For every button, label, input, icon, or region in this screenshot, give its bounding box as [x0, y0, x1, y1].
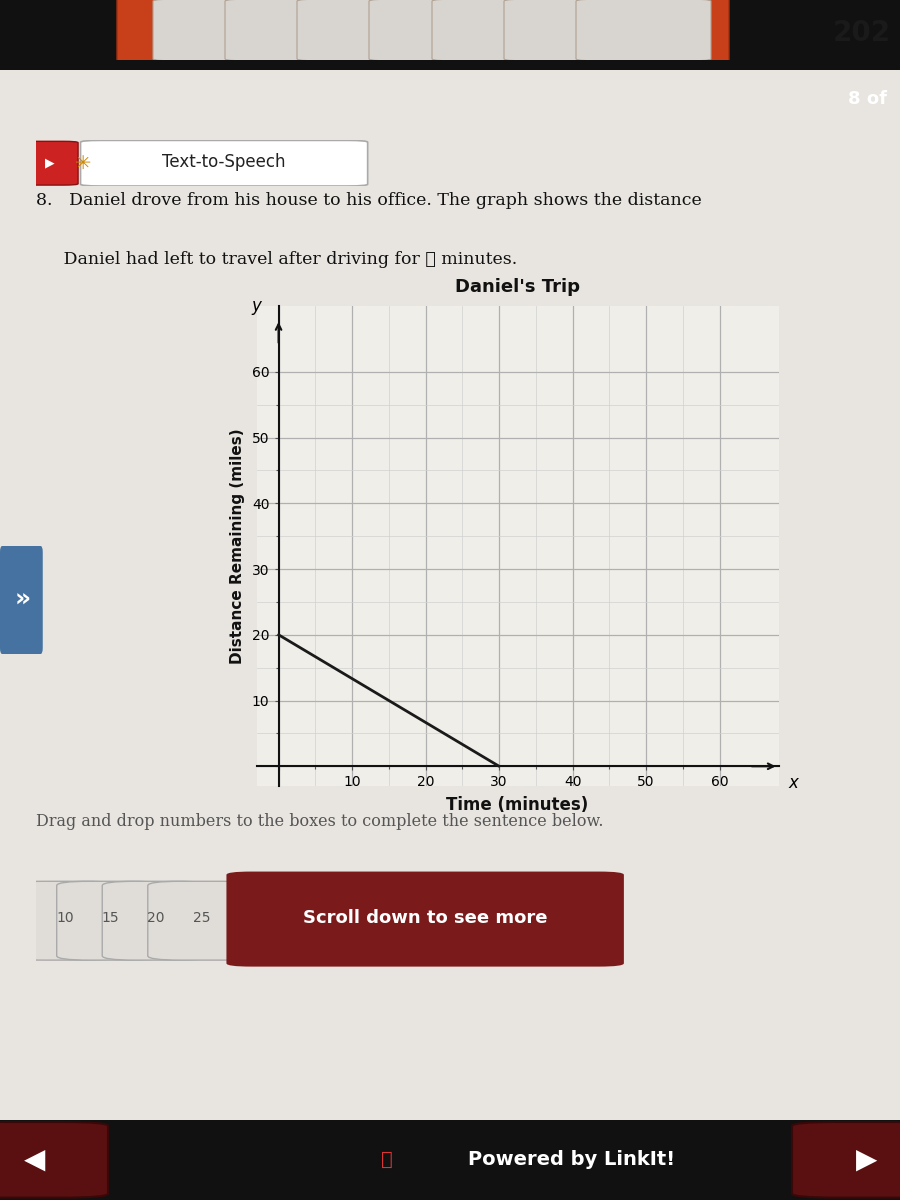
- FancyBboxPatch shape: [504, 0, 639, 61]
- Text: 25: 25: [193, 911, 211, 925]
- Text: ▶: ▶: [856, 1146, 878, 1174]
- FancyBboxPatch shape: [117, 0, 729, 68]
- FancyBboxPatch shape: [148, 881, 256, 960]
- FancyBboxPatch shape: [0, 70, 900, 1120]
- FancyBboxPatch shape: [297, 0, 432, 61]
- FancyBboxPatch shape: [153, 0, 288, 61]
- Text: 10: 10: [56, 911, 74, 925]
- Text: ✳: ✳: [75, 154, 91, 173]
- Y-axis label: Distance Remaining (miles): Distance Remaining (miles): [230, 428, 245, 664]
- Text: 8.   Daniel drove from his house to his office. The graph shows the distance: 8. Daniel drove from his house to his of…: [36, 192, 702, 209]
- FancyBboxPatch shape: [103, 881, 210, 960]
- FancyBboxPatch shape: [576, 0, 711, 61]
- FancyBboxPatch shape: [0, 1122, 108, 1198]
- Text: 15: 15: [102, 911, 120, 925]
- Text: Scroll down to see more: Scroll down to see more: [303, 910, 547, 926]
- Text: Daniel had left to travel after driving for ℓ minutes.: Daniel had left to travel after driving …: [36, 251, 518, 269]
- FancyBboxPatch shape: [432, 0, 567, 61]
- FancyBboxPatch shape: [57, 881, 165, 960]
- X-axis label: Time (minutes): Time (minutes): [446, 797, 589, 815]
- Text: x: x: [788, 774, 798, 792]
- Text: 8 of: 8 of: [848, 90, 886, 108]
- Text: Drag and drop numbers to the boxes to complete the sentence below.: Drag and drop numbers to the boxes to co…: [36, 814, 604, 830]
- Text: Powered by LinkIt!: Powered by LinkIt!: [468, 1151, 675, 1169]
- FancyBboxPatch shape: [225, 0, 360, 61]
- Text: ▶: ▶: [45, 157, 54, 169]
- Text: y: y: [252, 296, 261, 314]
- Text: 202: 202: [832, 19, 891, 47]
- FancyBboxPatch shape: [227, 871, 624, 967]
- Text: 🔖: 🔖: [381, 1151, 393, 1169]
- Text: ◀: ◀: [23, 1146, 45, 1174]
- FancyBboxPatch shape: [22, 142, 78, 185]
- FancyBboxPatch shape: [11, 881, 119, 960]
- Title: Daniel's Trip: Daniel's Trip: [455, 278, 580, 296]
- FancyBboxPatch shape: [792, 1122, 900, 1198]
- Text: 20: 20: [148, 911, 165, 925]
- FancyBboxPatch shape: [0, 546, 43, 654]
- Text: Text-to-Speech: Text-to-Speech: [162, 154, 286, 172]
- FancyBboxPatch shape: [369, 0, 504, 61]
- Text: »: »: [14, 588, 31, 612]
- FancyBboxPatch shape: [81, 140, 368, 186]
